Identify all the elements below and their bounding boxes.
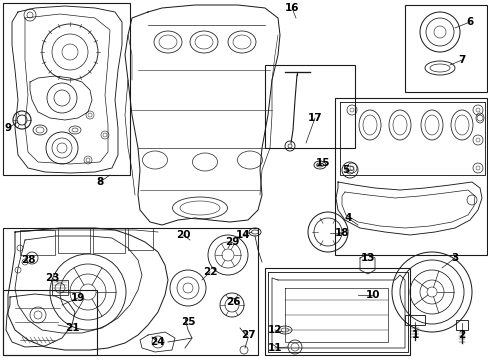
- Text: 16: 16: [284, 3, 299, 13]
- Bar: [52, 280, 68, 295]
- Bar: [404, 315, 424, 325]
- Text: 9: 9: [4, 123, 12, 133]
- Text: 13: 13: [360, 253, 374, 263]
- Text: 19: 19: [71, 293, 85, 303]
- Bar: [20, 230, 55, 255]
- Bar: [93, 228, 125, 253]
- Text: 15: 15: [315, 158, 329, 168]
- Bar: [455, 320, 467, 330]
- Bar: [264, 268, 409, 355]
- Text: 25: 25: [181, 317, 195, 327]
- Text: 28: 28: [20, 255, 35, 265]
- Text: 3: 3: [450, 253, 458, 263]
- Text: 4: 4: [344, 213, 351, 223]
- Text: 12: 12: [267, 325, 282, 335]
- Text: 29: 29: [224, 237, 239, 247]
- Bar: [3, 290, 97, 355]
- Text: 6: 6: [466, 17, 473, 27]
- Bar: [3, 228, 258, 355]
- Text: 2: 2: [457, 330, 465, 340]
- Bar: [58, 228, 90, 253]
- Bar: [128, 228, 153, 250]
- Text: 22: 22: [203, 267, 217, 277]
- Text: 5: 5: [342, 165, 349, 175]
- Bar: [334, 98, 486, 255]
- Bar: [404, 5, 486, 92]
- Text: 21: 21: [64, 323, 79, 333]
- Text: 8: 8: [96, 177, 103, 187]
- Text: 20: 20: [175, 230, 190, 240]
- Text: 17: 17: [307, 113, 322, 123]
- Text: 14: 14: [235, 230, 250, 240]
- Text: 24: 24: [149, 337, 164, 347]
- Text: 23: 23: [45, 273, 59, 283]
- Text: 1: 1: [410, 330, 418, 340]
- Text: 11: 11: [267, 343, 282, 353]
- Text: 18: 18: [334, 228, 348, 238]
- Bar: [264, 65, 354, 148]
- Text: 27: 27: [240, 330, 255, 340]
- Text: 10: 10: [365, 290, 380, 300]
- Text: 7: 7: [457, 55, 465, 65]
- Bar: [3, 3, 130, 175]
- Text: 26: 26: [225, 297, 240, 307]
